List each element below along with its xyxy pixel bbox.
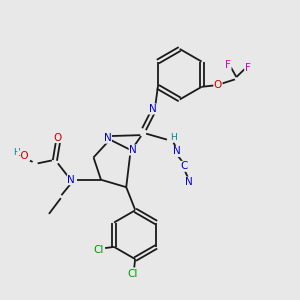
- Text: N: N: [148, 104, 156, 114]
- Text: H: H: [13, 148, 20, 157]
- Text: H: H: [170, 133, 177, 142]
- Text: ·O: ·O: [18, 151, 29, 161]
- Text: Cl: Cl: [128, 269, 138, 279]
- Text: F: F: [245, 62, 250, 73]
- Text: N: N: [173, 146, 181, 157]
- Text: Cl: Cl: [93, 245, 104, 256]
- Text: N: N: [185, 177, 193, 187]
- Text: O: O: [214, 80, 222, 90]
- Text: F: F: [225, 59, 231, 70]
- Text: N: N: [103, 133, 111, 143]
- Text: O: O: [53, 133, 61, 142]
- Text: N: N: [129, 145, 137, 155]
- Text: C: C: [181, 161, 188, 171]
- Text: N: N: [68, 175, 75, 185]
